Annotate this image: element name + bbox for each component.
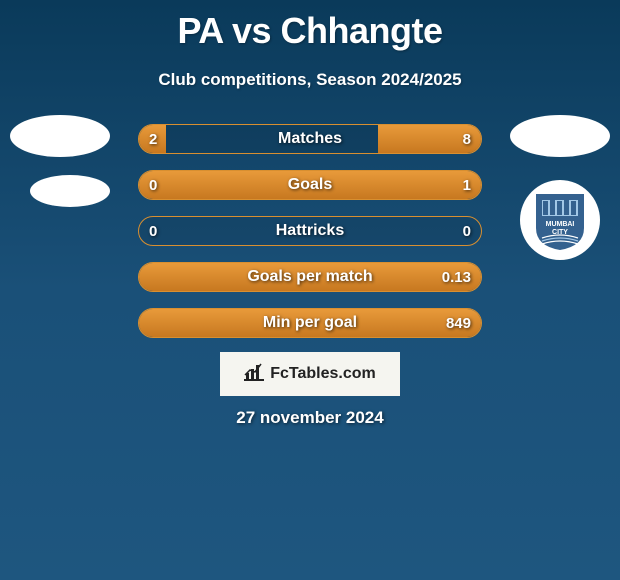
stat-value-right: 8 xyxy=(463,125,471,153)
page-title: PA vs Chhangte xyxy=(0,0,620,52)
club-left-logo xyxy=(30,175,110,207)
comparison-widget: PA vs Chhangte Club competitions, Season… xyxy=(0,0,620,580)
stats-panel: 2Matches80Goals10Hattricks0Goals per mat… xyxy=(138,124,482,354)
stat-label: Min per goal xyxy=(139,309,481,337)
stat-row: Min per goal849 xyxy=(138,308,482,338)
watermark[interactable]: FcTables.com xyxy=(220,352,400,396)
stat-value-right: 0.13 xyxy=(442,263,471,291)
stat-value-right: 1 xyxy=(463,171,471,199)
stat-label: Hattricks xyxy=(139,217,481,245)
stat-label: Goals xyxy=(139,171,481,199)
page-subtitle: Club competitions, Season 2024/2025 xyxy=(0,70,620,90)
svg-text:MUMBAI: MUMBAI xyxy=(546,221,575,228)
player-left-avatar xyxy=(10,115,110,157)
stat-row: 2Matches8 xyxy=(138,124,482,154)
stat-row: Goals per match0.13 xyxy=(138,262,482,292)
stat-row: 0Hattricks0 xyxy=(138,216,482,246)
club-right-logo: MUMBAI CITY xyxy=(520,180,600,260)
stat-label: Matches xyxy=(139,125,481,153)
date-label: 27 november 2024 xyxy=(0,408,620,428)
stat-value-right: 849 xyxy=(446,309,471,337)
stat-value-right: 0 xyxy=(463,217,471,245)
stat-row: 0Goals1 xyxy=(138,170,482,200)
watermark-text: FcTables.com xyxy=(270,365,376,383)
stat-label: Goals per match xyxy=(139,263,481,291)
mumbai-city-logo: MUMBAI CITY xyxy=(528,188,592,252)
player-right-avatar xyxy=(510,115,610,157)
chart-icon xyxy=(244,363,264,386)
